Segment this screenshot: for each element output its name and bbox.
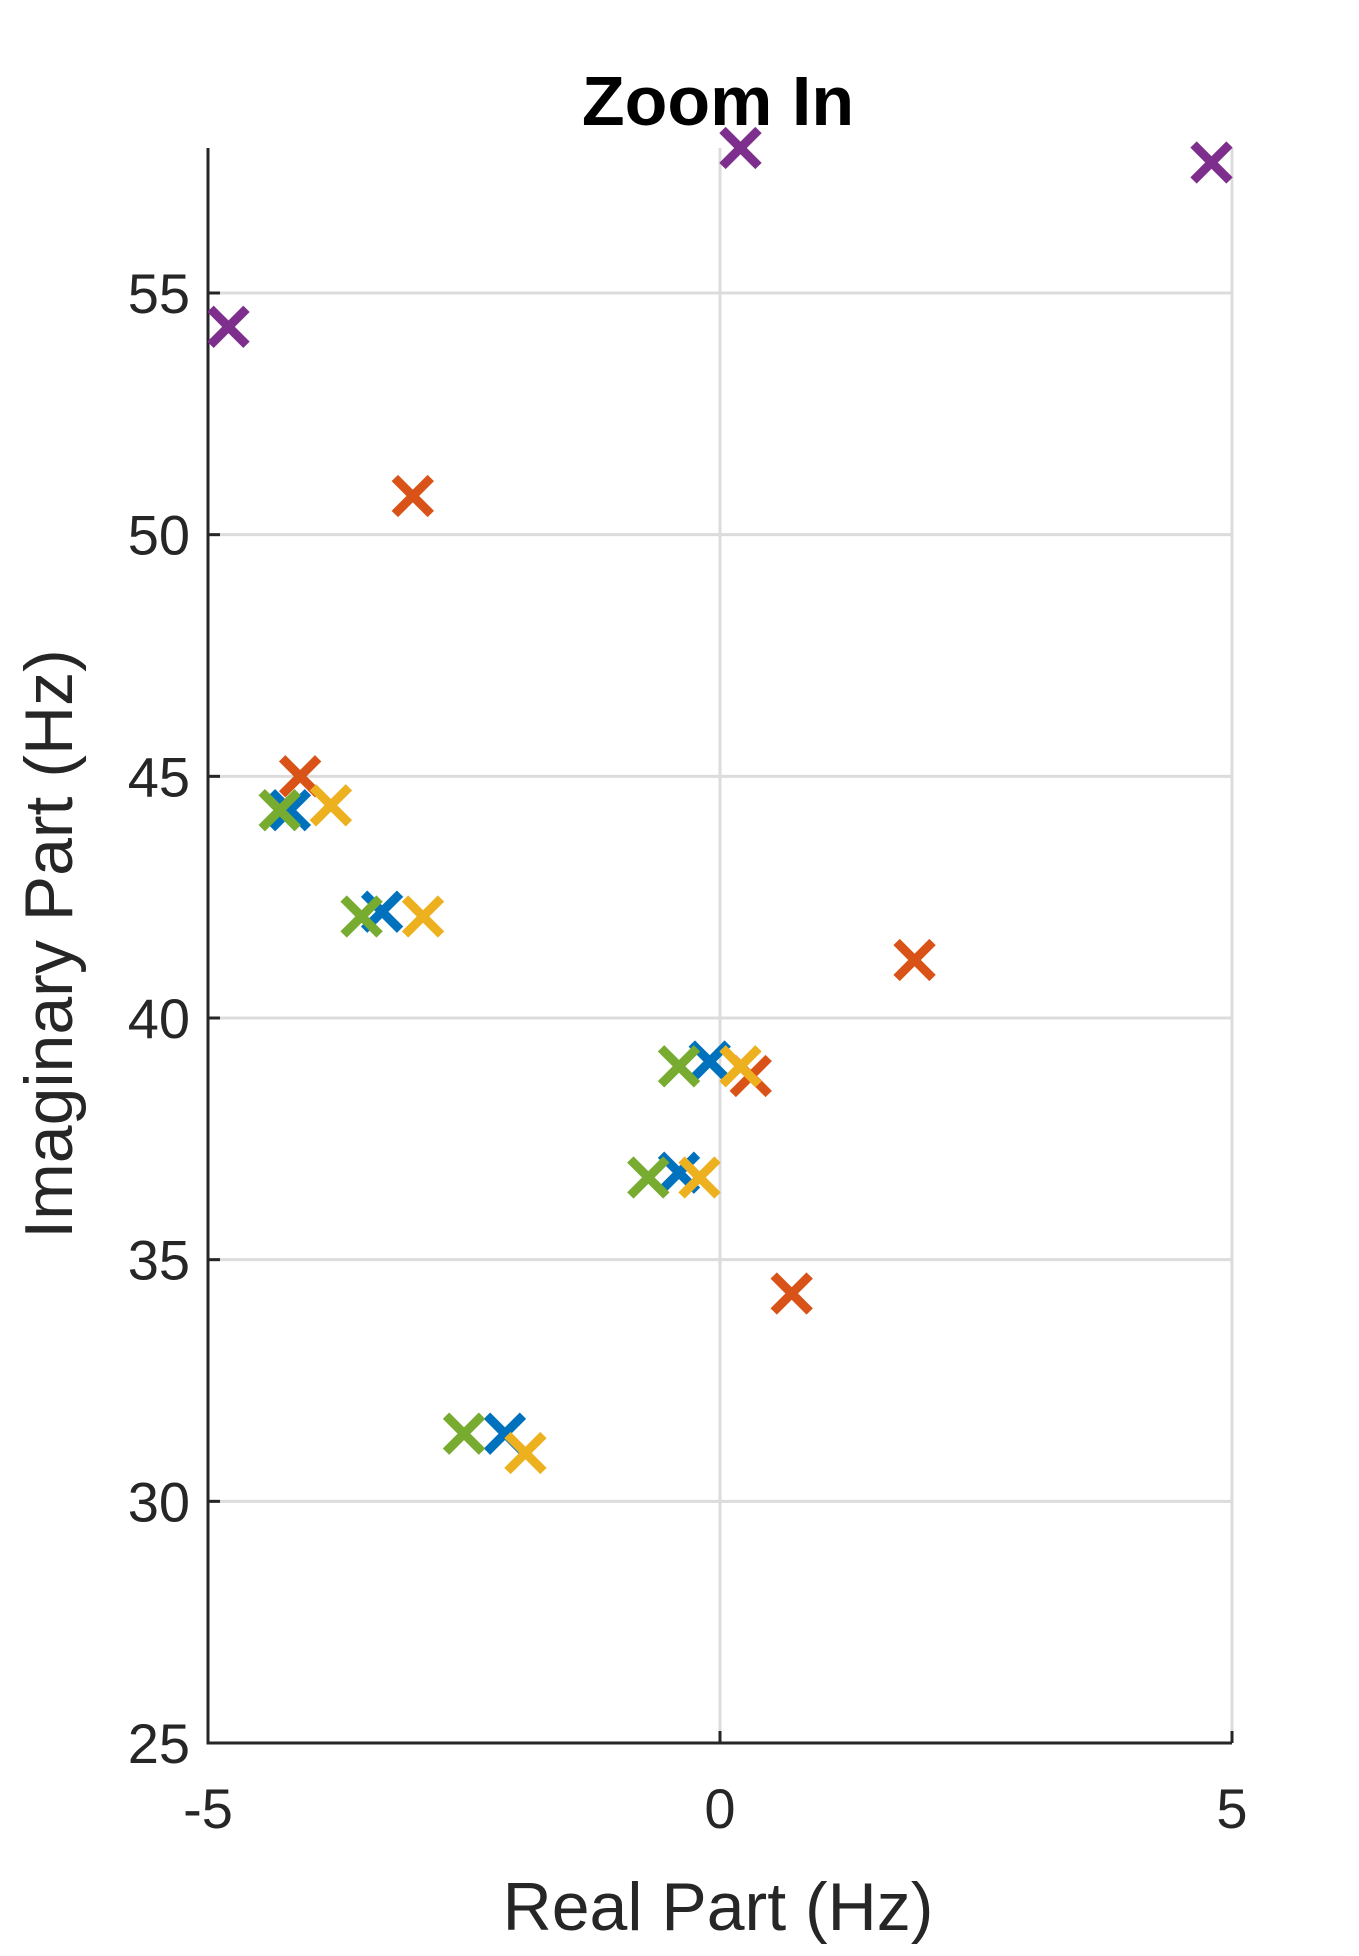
data-point: [401, 895, 445, 938]
x-tick-label: -5: [183, 1777, 233, 1840]
data-point: [719, 126, 762, 170]
data-point: [258, 788, 301, 832]
x-tick-label: 5: [1216, 1777, 1247, 1840]
data-point: [893, 938, 936, 982]
data-point: [504, 1431, 547, 1475]
y-tick-label: 25: [128, 1712, 190, 1775]
data-point: [678, 1156, 721, 1199]
axes: [206, 148, 1234, 1745]
data-point: [442, 1412, 486, 1455]
data-point: [770, 1272, 813, 1315]
data-point: [627, 1156, 670, 1199]
y-tick-label: 40: [128, 987, 190, 1050]
x-tick-label: 0: [704, 1777, 735, 1840]
data-point: [391, 474, 434, 518]
data-point: [1190, 141, 1233, 184]
data-point: [268, 788, 312, 832]
y-axis-label: Imaginary Part (Hz): [11, 649, 87, 1238]
data-point: [207, 305, 250, 349]
data-point: [719, 1045, 762, 1088]
y-tick-label: 35: [128, 1229, 190, 1292]
data-point: [340, 895, 383, 938]
data-markers: [207, 126, 1233, 1475]
chart-title: Zoom In: [582, 62, 854, 140]
y-tick-label: 45: [128, 745, 190, 808]
y-tick-label: 30: [128, 1470, 190, 1533]
x-axis-label: Real Part (Hz): [503, 1869, 934, 1945]
data-point: [309, 784, 353, 827]
tick-labels: 25 30 35 40 45 50 55 -5 0 5: [128, 262, 1248, 1840]
y-tick-label: 50: [128, 504, 190, 567]
y-tick-label: 55: [128, 262, 190, 325]
data-point: [657, 1045, 701, 1088]
grid: [208, 148, 1234, 1743]
